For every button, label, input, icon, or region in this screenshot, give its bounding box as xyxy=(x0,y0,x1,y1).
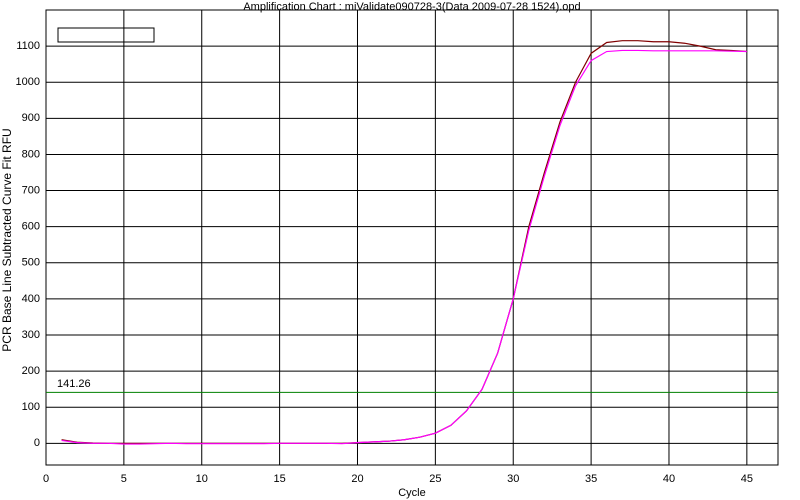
data-line xyxy=(61,49,747,445)
y-tick-label: 500 xyxy=(22,257,40,269)
x-tick-label: 35 xyxy=(585,473,597,485)
y-tick-label: 600 xyxy=(22,221,40,233)
data-line xyxy=(61,40,747,444)
x-tick-label: 25 xyxy=(429,473,441,485)
chart-title: Amplification Chart : miValidate090728-3… xyxy=(243,1,580,13)
y-tick-label: 900 xyxy=(22,112,40,124)
threshold-label: 141.26 xyxy=(57,378,91,390)
x-tick-label: 15 xyxy=(273,473,285,485)
y-tick-label: 400 xyxy=(22,293,40,305)
y-tick-label: 0 xyxy=(34,437,40,449)
x-tick-label: 0 xyxy=(43,473,49,485)
y-tick-label: 1000 xyxy=(16,76,40,88)
y-axis-label: PCR Base Line Subtracted Curve Fit RFU xyxy=(0,128,14,351)
x-tick-label: 30 xyxy=(507,473,519,485)
y-tick-label: 200 xyxy=(22,365,40,377)
x-axis-label: Cycle xyxy=(398,487,426,499)
y-tick-label: 1100 xyxy=(16,40,40,52)
x-tick-label: 10 xyxy=(196,473,208,485)
legend-box xyxy=(57,27,155,43)
y-tick-label: 800 xyxy=(22,148,40,160)
x-tick-label: 20 xyxy=(351,473,363,485)
plot-frame xyxy=(45,9,779,466)
x-tick-label: 45 xyxy=(741,473,753,485)
y-tick-label: 300 xyxy=(22,329,40,341)
y-tick-label: 100 xyxy=(22,401,40,413)
x-tick-label: 40 xyxy=(663,473,675,485)
x-tick-label: 5 xyxy=(121,473,127,485)
y-tick-label: 700 xyxy=(22,184,40,196)
